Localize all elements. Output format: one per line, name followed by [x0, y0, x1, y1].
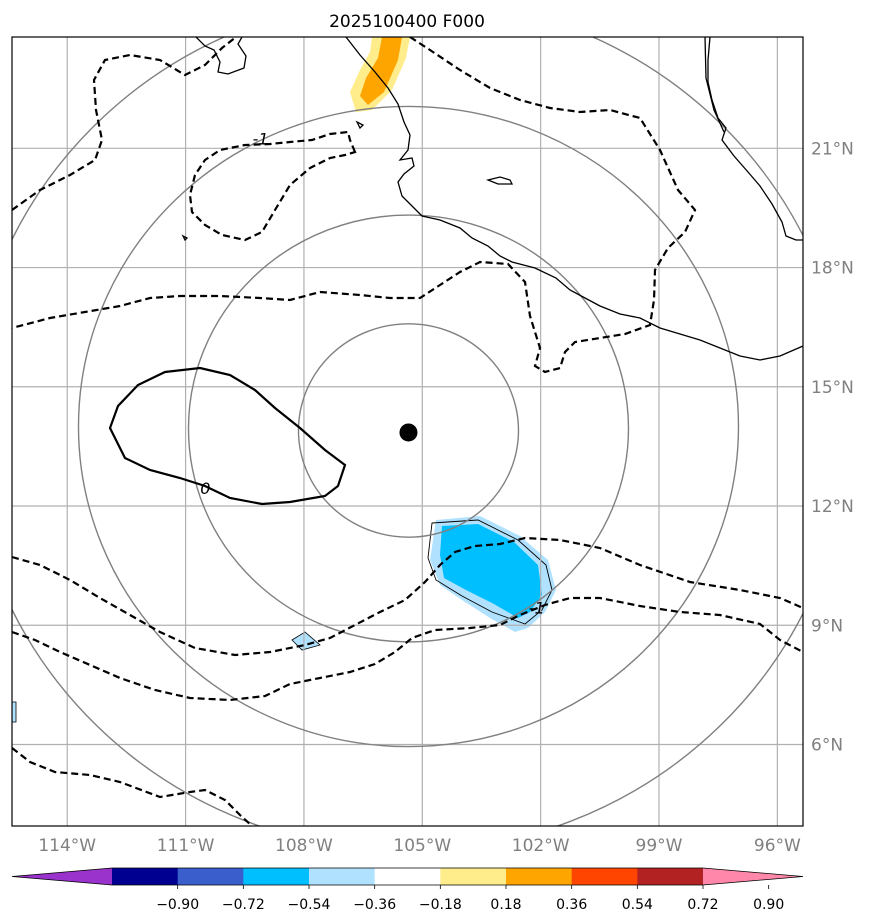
colorbar-extend-low: [12, 868, 112, 885]
contour-dashed-west-loop: [188, 130, 357, 242]
island-small-2: [355, 120, 365, 130]
contour-dashed-north: [12, 37, 237, 211]
colorbar-tick-label: 0.90: [753, 897, 784, 913]
lat-tick-label: 15°N: [811, 378, 854, 398]
lon-tick-label: 99°W: [636, 836, 683, 856]
map-panel: -1 0 -1: [12, 37, 803, 826]
lat-tick-label: 18°N: [811, 259, 854, 279]
shade-edge-patch: [12, 701, 17, 723]
colorbar-tick-label: 0.18: [490, 897, 521, 913]
storm-center-marker: [399, 423, 418, 442]
shade-contour-southeast: [427, 519, 553, 625]
colorbar-tick-label: 0.72: [687, 897, 718, 913]
lon-tick-label: 102°W: [512, 836, 570, 856]
colorbar-segment: [177, 868, 244, 885]
colorbar-tick-label: 0.36: [556, 897, 587, 913]
lon-tick-label: 108°W: [275, 836, 333, 856]
coastline-bay: [704, 37, 725, 133]
colorbar-segment: [112, 868, 179, 885]
contour-dashed-north-2: [12, 37, 697, 374]
range-ring: [297, 323, 520, 538]
colorbar-segment: [506, 868, 573, 885]
contour-label: -1: [253, 129, 269, 148]
colorbar-segment: [571, 868, 638, 885]
longitude-tick-labels: 114°W 111°W 108°W 105°W 102°W 99°W 96°W: [38, 836, 801, 856]
colorbar-segment: [637, 868, 704, 885]
lat-tick-label: 21°N: [811, 139, 854, 159]
contour-labels: -1 0 -1: [200, 129, 544, 617]
colorbar-tick-label: −0.18: [419, 897, 462, 913]
colorbar-tick-label: 0.54: [622, 897, 653, 913]
colorbar-tick-label: −0.36: [353, 897, 396, 913]
shaded-regions: [12, 37, 556, 723]
coastlines: [181, 37, 803, 361]
colorbar-segment: [243, 868, 310, 885]
contour-label: -1: [529, 598, 545, 617]
coastline-east: [707, 37, 803, 241]
lon-tick-label: 111°W: [157, 836, 215, 856]
colorbar-tick-label: −0.72: [222, 897, 265, 913]
lat-tick-label: 9°N: [811, 616, 843, 636]
colorbar-segment: [309, 868, 376, 885]
lon-tick-label: 114°W: [38, 836, 96, 856]
colorbar-segment: [440, 868, 507, 885]
lon-tick-label: 96°W: [754, 836, 801, 856]
lon-tick-label: 105°W: [393, 836, 451, 856]
contour-solid-zero: [108, 366, 347, 506]
island-small-1: [485, 176, 514, 185]
contour-dashed-south-3: [12, 747, 253, 826]
shade-orange-north: [360, 37, 402, 105]
shade-blue-southeast: [440, 524, 542, 618]
island-small-3: [181, 234, 189, 242]
figure-title: 2025100400 F000: [329, 12, 485, 32]
contour-label: 0: [200, 479, 210, 498]
colorbar-segment: [374, 868, 441, 885]
map-frame: [11, 36, 804, 827]
range-ring: [77, 105, 740, 748]
graticule: [12, 37, 803, 826]
coastline-mexico: [345, 37, 803, 361]
colorbar: −0.90 −0.72 −0.54 −0.36 −0.18 0.18 0.36 0.54 0.7…: [11, 867, 804, 913]
lat-tick-label: 6°N: [811, 736, 843, 756]
colorbar-extend-high: [703, 868, 803, 885]
colorbar-outline: [11, 867, 804, 886]
anomaly-contours: [12, 37, 803, 826]
latitude-tick-labels: 6°N 9°N 12°N 15°N 18°N 21°N: [811, 139, 854, 755]
island-baja-tip: [195, 37, 247, 75]
colorbar-tick-label: −0.54: [288, 897, 331, 913]
colorbar-tick-label: −0.90: [156, 897, 199, 913]
contour-dashed-south-1: [12, 536, 803, 657]
contour-dashed-south-2: [12, 596, 803, 702]
lat-tick-label: 12°N: [811, 497, 854, 517]
